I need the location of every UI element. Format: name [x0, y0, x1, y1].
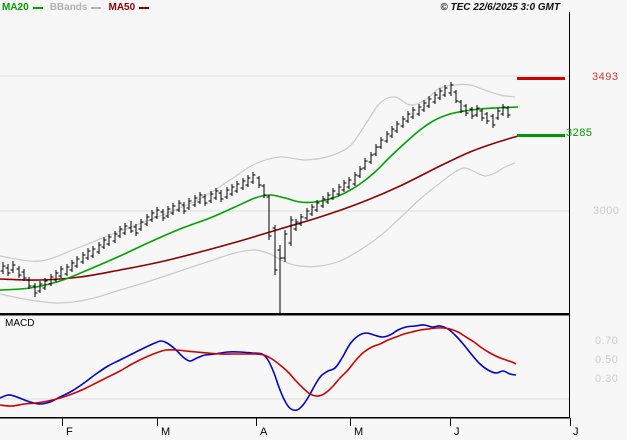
legend-ma50-swatch: [139, 6, 150, 9]
macd-panel-label: MACD: [5, 318, 35, 329]
month-label-jul: J: [573, 426, 579, 438]
legend-ma50-label: MA50: [108, 2, 136, 13]
legend-bbands-swatch: [91, 6, 102, 9]
legend-ma20-swatch: [32, 6, 43, 9]
legend-item-bbands: BBands: [50, 2, 102, 13]
month-label-feb: F: [66, 426, 73, 438]
macd-scale-030: 0.30: [595, 373, 619, 385]
price-label-resistance: 3493: [592, 71, 619, 83]
legend-item-ma50: MA50: [108, 2, 150, 13]
macd-scale-050: 0.50: [595, 354, 619, 366]
macd-scale-070: 0.70: [595, 335, 619, 347]
month-label-mar: M: [161, 426, 171, 438]
price-label-support: 3285: [566, 127, 593, 139]
legend: MA20 BBands MA50: [2, 2, 150, 13]
month-label-apr: A: [260, 426, 268, 438]
legend-item-ma20: MA20: [2, 2, 43, 13]
month-label-jun: J: [454, 426, 460, 438]
copyright-text: © TEC 22/6/2025 3:0 GMT: [440, 2, 560, 13]
legend-ma20-label: MA20: [2, 2, 29, 13]
month-label-may: M: [354, 426, 364, 438]
legend-bbands-label: BBands: [49, 2, 88, 13]
price-label-3000: 3000: [593, 205, 620, 217]
